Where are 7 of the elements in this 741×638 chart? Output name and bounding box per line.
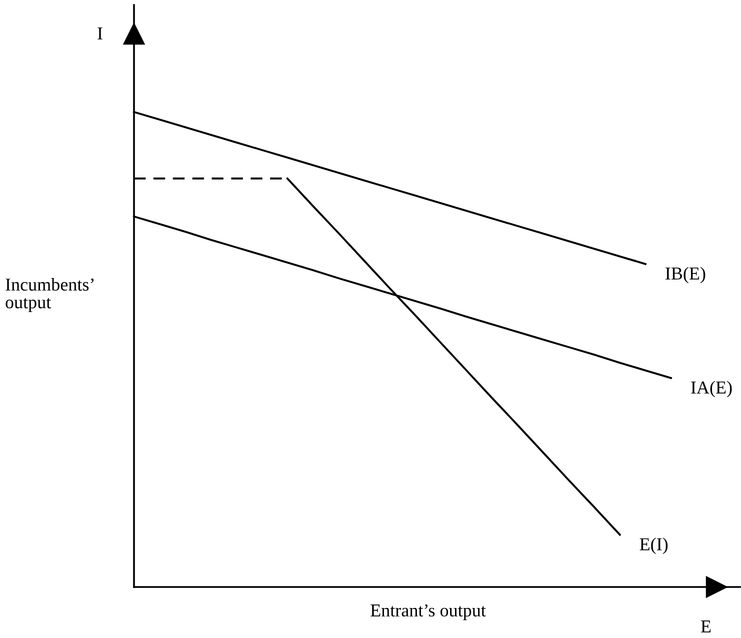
x-axis-title: Entrant’s output <box>370 604 486 620</box>
series-label: IB(E) <box>666 266 706 284</box>
text: I <box>98 28 102 40</box>
series-label: E(I) <box>640 538 668 554</box>
series-label: IA(E) <box>691 380 732 398</box>
y-axis-title: Incumbents’ output <box>6 278 94 312</box>
text: E <box>701 620 711 632</box>
